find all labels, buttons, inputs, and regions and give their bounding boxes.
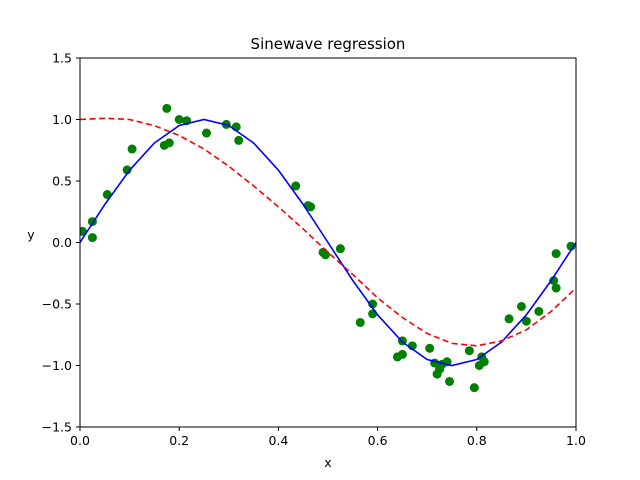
data-point	[551, 283, 561, 293]
data-point	[368, 309, 378, 319]
data-point	[534, 306, 544, 316]
data-point	[551, 249, 561, 259]
x-tick-label: 0.6	[368, 433, 388, 448]
y-tick-label: 0.5	[52, 174, 72, 189]
x-tick-label: 0.4	[268, 433, 288, 448]
data-point	[549, 276, 559, 286]
true-sine-curve	[80, 118, 576, 367]
data-point	[425, 343, 435, 353]
y-tick-label: 0.0	[52, 235, 72, 250]
data-point	[368, 299, 378, 309]
data-point	[479, 357, 489, 367]
data-point	[521, 316, 531, 326]
data-point	[445, 376, 455, 386]
y-tick-label: −1.5	[42, 420, 72, 435]
data-point	[335, 244, 345, 254]
x-tick-label: 0.0	[70, 433, 90, 448]
data-point	[291, 181, 301, 191]
data-point	[122, 165, 132, 175]
x-tick-label: 1.0	[566, 433, 586, 448]
data-point	[566, 241, 576, 251]
x-axis-label: x	[324, 455, 331, 470]
y-tick-label: 1.0	[52, 112, 72, 127]
chart-title: Sinewave regression	[251, 35, 406, 53]
data-point	[355, 317, 365, 327]
y-axis-label: y	[27, 227, 35, 242]
data-point	[174, 115, 184, 124]
y-tick-label: 1.5	[52, 51, 72, 66]
data-point	[516, 301, 526, 311]
data-point	[464, 346, 474, 356]
data-point	[201, 128, 211, 138]
y-tick-label: −0.5	[42, 297, 72, 312]
data-point	[162, 103, 172, 113]
data-point	[469, 383, 479, 393]
data-point	[87, 233, 97, 243]
data-point	[397, 349, 407, 359]
data-point	[321, 250, 331, 260]
data-point	[127, 144, 137, 154]
x-tick-label: 0.8	[467, 433, 487, 448]
data-point	[306, 202, 316, 212]
fitted-curve	[80, 117, 576, 347]
data-point	[234, 135, 244, 145]
data-point	[504, 314, 514, 324]
y-tick-label: −1.0	[42, 358, 72, 373]
x-tick-label: 0.2	[169, 433, 189, 448]
data-point	[164, 138, 174, 148]
